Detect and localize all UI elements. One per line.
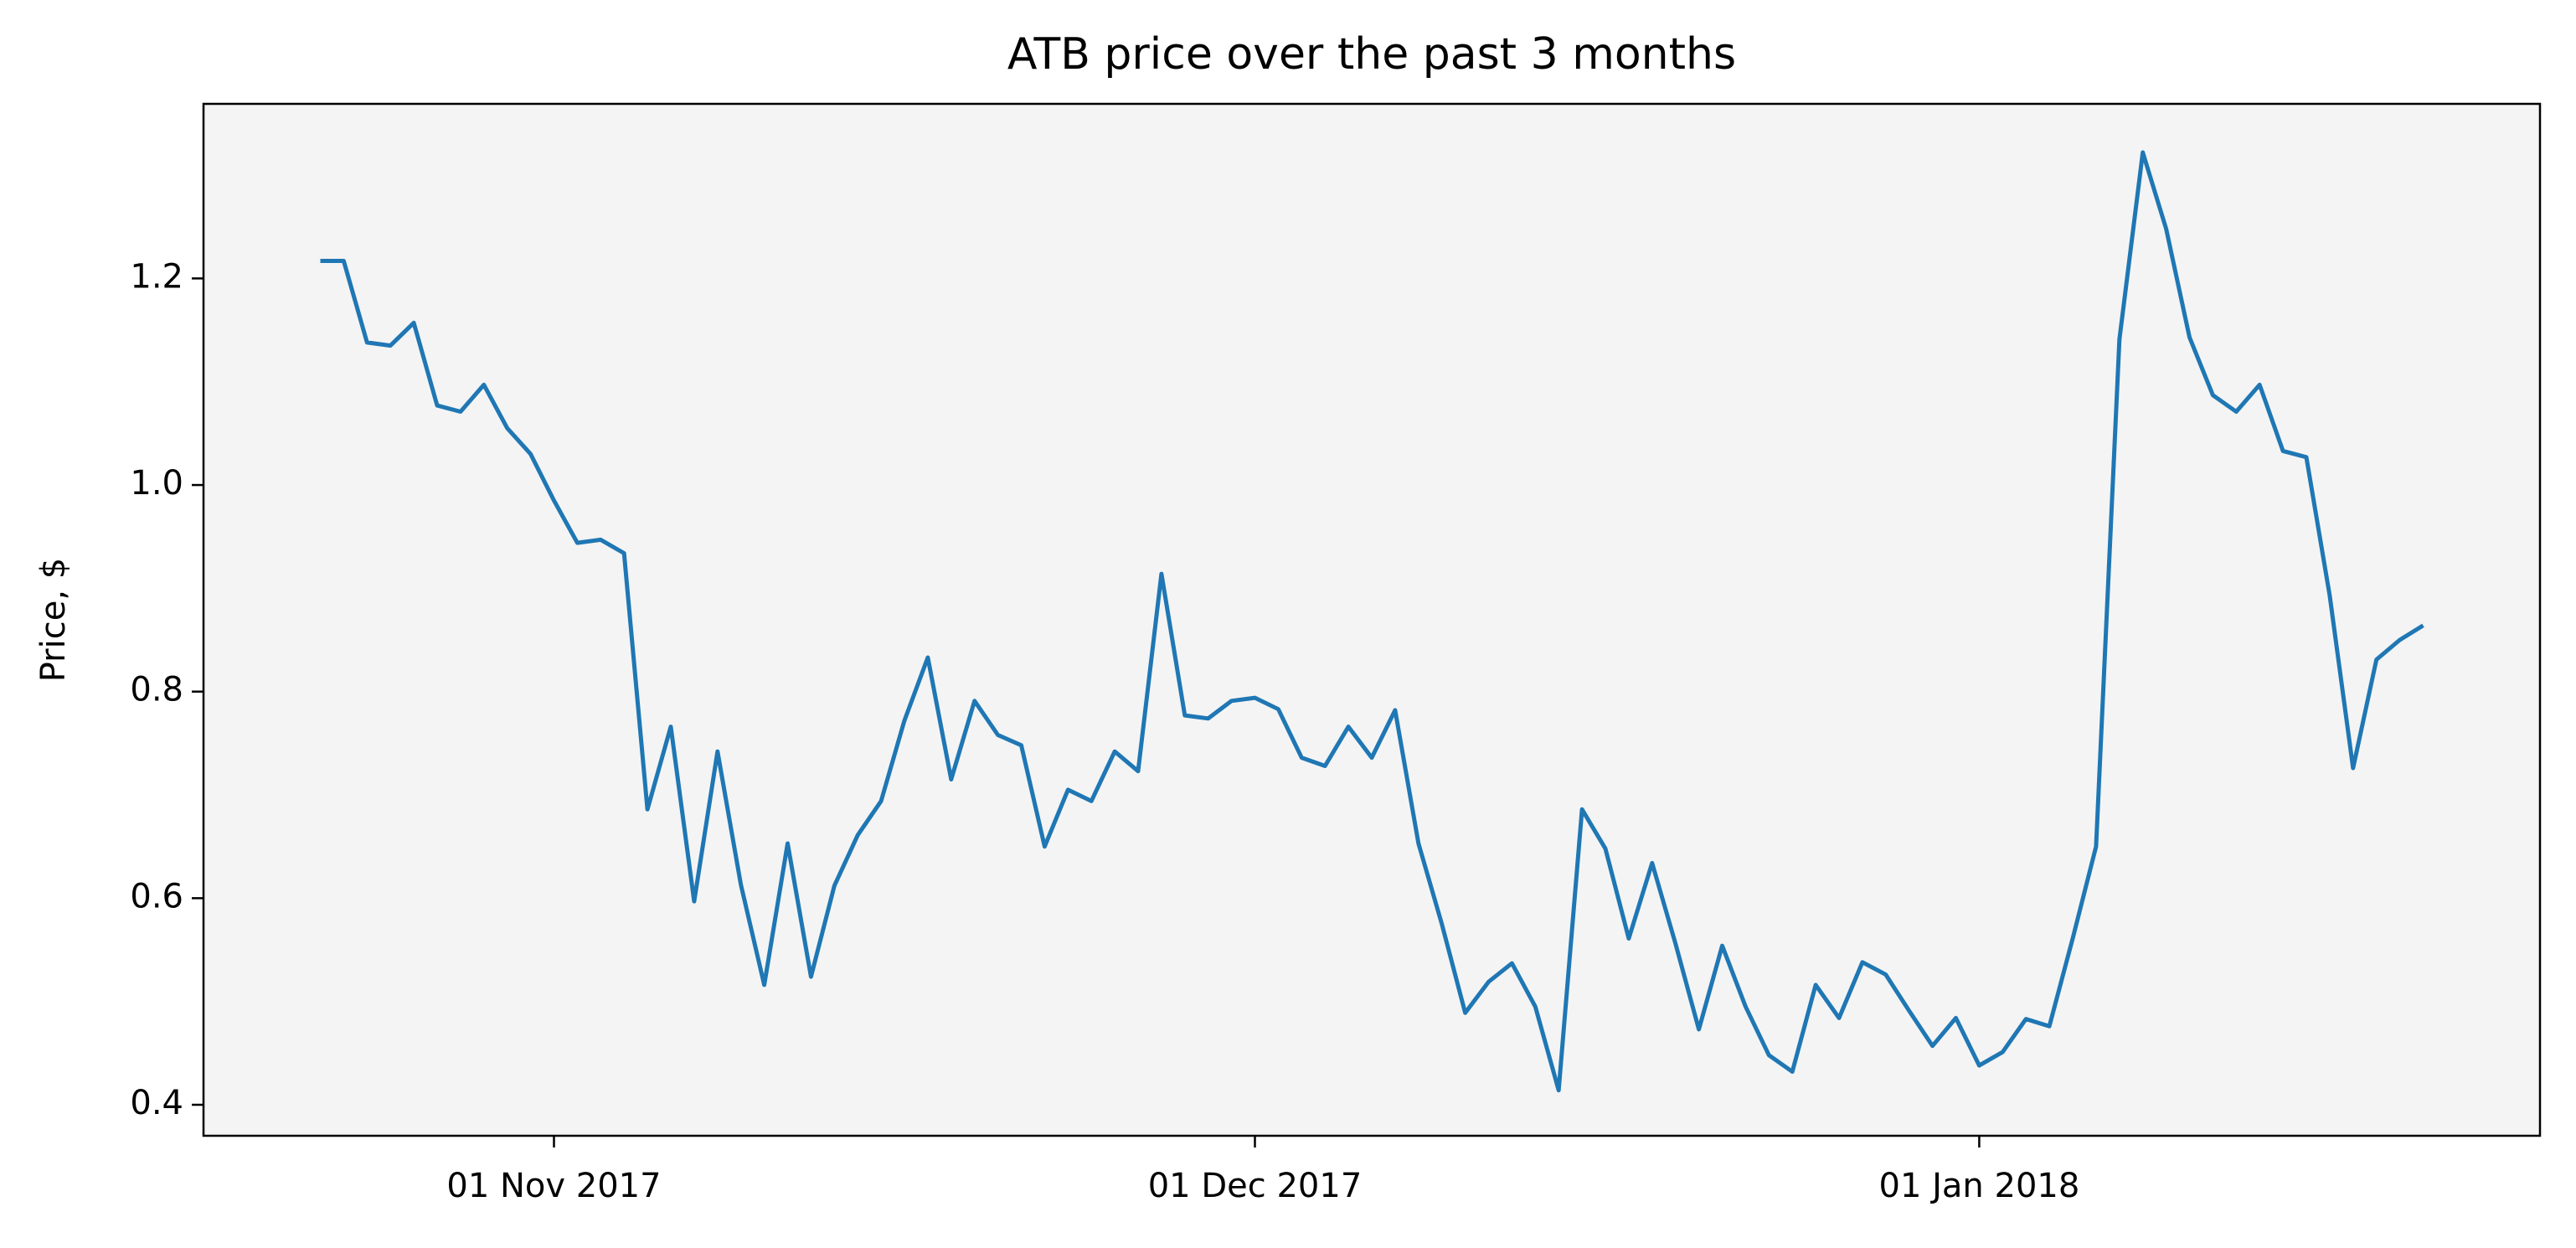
y-tick-label: 0.6 bbox=[130, 877, 183, 915]
x-tick-label: 01 Jan 2018 bbox=[1879, 1167, 2080, 1205]
chart-title: ATB price over the past 3 months bbox=[1007, 29, 1736, 80]
y-tick-label: 0.4 bbox=[130, 1084, 183, 1122]
y-tick-label: 0.8 bbox=[130, 671, 183, 709]
y-tick-label: 1.2 bbox=[130, 257, 183, 296]
plot-frame bbox=[202, 102, 2542, 1137]
x-tick-label: 01 Dec 2017 bbox=[1148, 1167, 1363, 1205]
price-line bbox=[320, 150, 2424, 1093]
y-tick-label: 1.0 bbox=[130, 464, 183, 503]
y-axis-label: Price, $ bbox=[34, 558, 73, 682]
x-tick-label: 01 Nov 2017 bbox=[446, 1167, 661, 1205]
plot-area bbox=[204, 104, 2540, 1136]
